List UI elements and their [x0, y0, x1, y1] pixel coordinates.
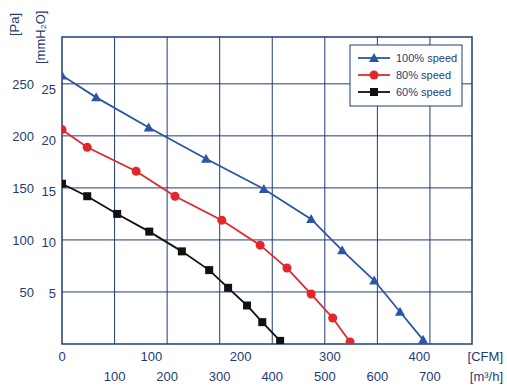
y-grid-line — [62, 187, 472, 188]
x-tick-label: 500 — [314, 369, 336, 384]
x-tick-label: 700 — [419, 369, 441, 384]
series-marker — [276, 337, 284, 344]
series-marker — [256, 241, 265, 250]
series-marker — [144, 123, 154, 132]
y2-tick-label: 25 — [42, 82, 56, 97]
y-tick-label: 200 — [12, 129, 34, 144]
y2-tick-label: 20 — [42, 133, 56, 148]
series-marker — [83, 192, 91, 200]
x-tick-label: 600 — [367, 369, 389, 384]
series-marker — [91, 92, 101, 101]
series-marker — [243, 301, 251, 309]
series-marker — [306, 214, 316, 223]
series-marker — [224, 284, 232, 292]
legend-marker — [369, 53, 379, 62]
x-tick-label: 300 — [209, 369, 231, 384]
y-axis-title: [Pa] — [7, 13, 22, 36]
series-marker — [62, 71, 67, 80]
series-marker — [113, 210, 121, 218]
series-line — [62, 184, 280, 341]
series-marker — [217, 216, 226, 225]
legend-label: 100% speed — [396, 52, 457, 64]
x-tick-label: 400 — [261, 369, 283, 384]
tick-labels: 5010015020025051015202501002003004001002… — [12, 77, 441, 384]
series-marker — [83, 143, 92, 152]
legend-marker — [370, 71, 379, 80]
x-grid-line — [114, 37, 115, 344]
y-grid-line — [62, 239, 472, 240]
series-marker — [259, 184, 269, 193]
series-marker — [145, 228, 153, 236]
x2-tick-label: 400 — [408, 349, 430, 364]
y-tick-label: 50 — [20, 285, 34, 300]
plot-background — [62, 37, 472, 344]
series-marker — [346, 337, 355, 344]
legend-label: 60% speed — [396, 86, 451, 98]
y2-tick-label: 5 — [49, 286, 56, 301]
page: {"chart_data": { "type": "line", "y_labe… — [0, 0, 507, 387]
x2-tick-label: 100 — [140, 349, 162, 364]
x-grid-line — [272, 37, 273, 344]
chart: 5010015020025051015202501002003004001002… — [0, 0, 507, 387]
x2-tick-label: 300 — [319, 349, 341, 364]
series-marker — [132, 167, 141, 176]
series-marker — [369, 276, 379, 285]
y-grid-line — [62, 135, 472, 136]
series-line — [62, 130, 350, 342]
y-grid-line — [62, 291, 472, 292]
y-tick-label: 100 — [12, 233, 34, 248]
series-marker — [178, 247, 186, 255]
grid — [62, 37, 472, 344]
series-marker — [418, 335, 428, 344]
legend-marker — [370, 88, 378, 96]
x2-axis-title: [CFM] — [468, 349, 503, 364]
legend-box — [350, 45, 462, 106]
series-marker — [205, 266, 213, 274]
legend: 100% speed 80% speed 60% speed — [350, 45, 462, 106]
x2-tick-label: 0 — [58, 349, 65, 364]
y-tick-label: 150 — [12, 181, 34, 196]
series-marker — [395, 307, 405, 316]
series-marker — [337, 245, 347, 254]
series-marker — [62, 180, 66, 188]
y2-tick-label: 15 — [42, 184, 56, 199]
x-grid-line — [324, 37, 325, 344]
x-tick-label: 200 — [156, 369, 178, 384]
series-marker — [62, 125, 67, 134]
y2-tick-label: 10 — [42, 235, 56, 250]
series-marker — [171, 192, 180, 201]
series-marker — [328, 313, 337, 322]
series-marker — [201, 154, 211, 163]
y2-axis-title: [mmH₂O] — [33, 11, 48, 64]
series-group — [62, 71, 428, 344]
x-tick-label: 100 — [104, 369, 126, 384]
series-marker — [282, 264, 291, 273]
x-grid-line — [219, 37, 220, 344]
legend-label: 80% speed — [396, 69, 451, 81]
x-axis-title: [m³/h] — [470, 369, 503, 384]
series-marker — [258, 318, 266, 326]
plot-frame — [62, 37, 472, 344]
series-marker — [307, 290, 316, 299]
x2-tick-label: 200 — [230, 349, 252, 364]
y-tick-label: 250 — [12, 77, 34, 92]
